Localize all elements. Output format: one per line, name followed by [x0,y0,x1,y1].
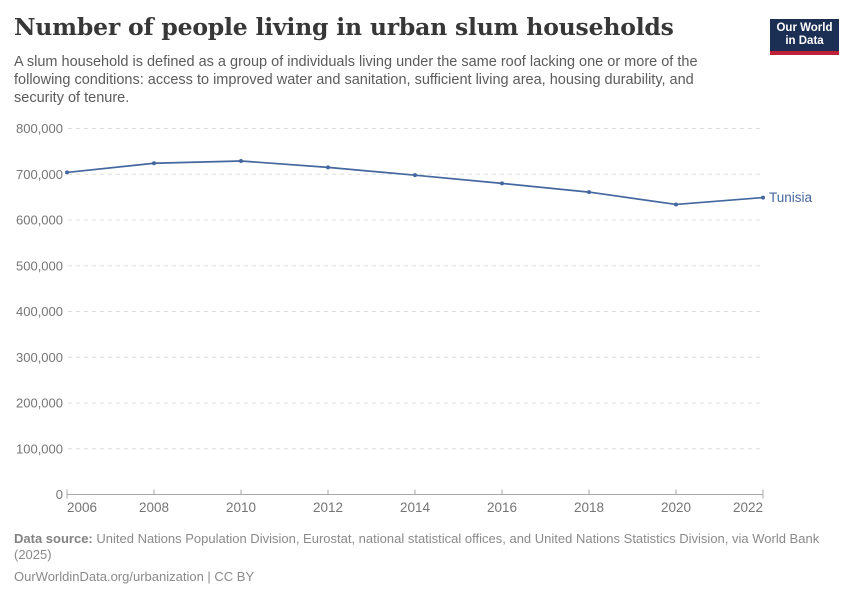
page-title: Number of people living in urban slum ho… [14,13,674,41]
owid-logo-line2: in Data [785,35,824,47]
y-tick-label-zero: 0 [56,487,63,502]
x-tick-label: 2006 [67,500,97,515]
y-tick-label: 700,000 [16,167,63,182]
y-axis-labels: 100,000 200,000 300,000 400,000 500,000 600,0… [16,121,63,502]
x-tick-label: 2018 [574,500,604,515]
data-point-2008[interactable] [152,161,156,166]
data-line[interactable] [66,160,764,206]
y-tick-label: 400,000 [16,304,63,319]
x-tick-label: 2016 [487,500,517,515]
chart-subtitle: A slum household is defined as a group o… [14,54,698,106]
x-tick-label: 2022 [733,500,763,515]
x-axis-labels: 2006 2008 2010 2012 2014 2016 2018 2020 2022 [67,500,763,515]
x-tick-label: 2010 [226,500,256,515]
data-point-2016[interactable] [500,181,504,186]
x-tick-label: 2020 [661,500,691,515]
y-tick-label: 200,000 [16,396,63,411]
owid-logo-line1: Our World [776,21,833,34]
y-tick-label: 500,000 [16,258,63,273]
data-source-label: Data source: [14,531,93,546]
data-point-2022[interactable] [761,195,765,200]
series-label[interactable]: Tunisia [769,190,813,205]
y-tick-label: 100,000 [16,441,63,456]
x-tick-label: 2012 [313,500,343,515]
y-tick-label: 300,000 [16,350,63,365]
data-point-2020[interactable] [674,202,678,207]
x-axis [66,489,764,499]
data-source-year: (2025) [14,546,52,562]
owid-logo[interactable]: Our World in Data [770,19,839,55]
data-point-2010[interactable] [239,158,243,163]
data-point-2006[interactable] [65,170,69,175]
x-tick-label: 2008 [139,500,169,515]
data-source-note: Data source: United Nations Population D… [14,531,822,562]
x-tick-label: 2014 [400,500,431,515]
y-tick-label: 600,000 [16,213,63,228]
data-point-2012[interactable] [326,165,330,170]
data-point-2014[interactable] [413,173,417,178]
data-point-2018[interactable] [587,190,591,195]
data-series-tunisia[interactable]: Tunisia [65,158,813,207]
data-source-text: United Nations Population Division, Euro… [96,531,820,546]
y-tick-label: 800,000 [16,121,63,136]
footer-url[interactable]: OurWorldinData.org/urbanization | CC BY [14,569,255,584]
